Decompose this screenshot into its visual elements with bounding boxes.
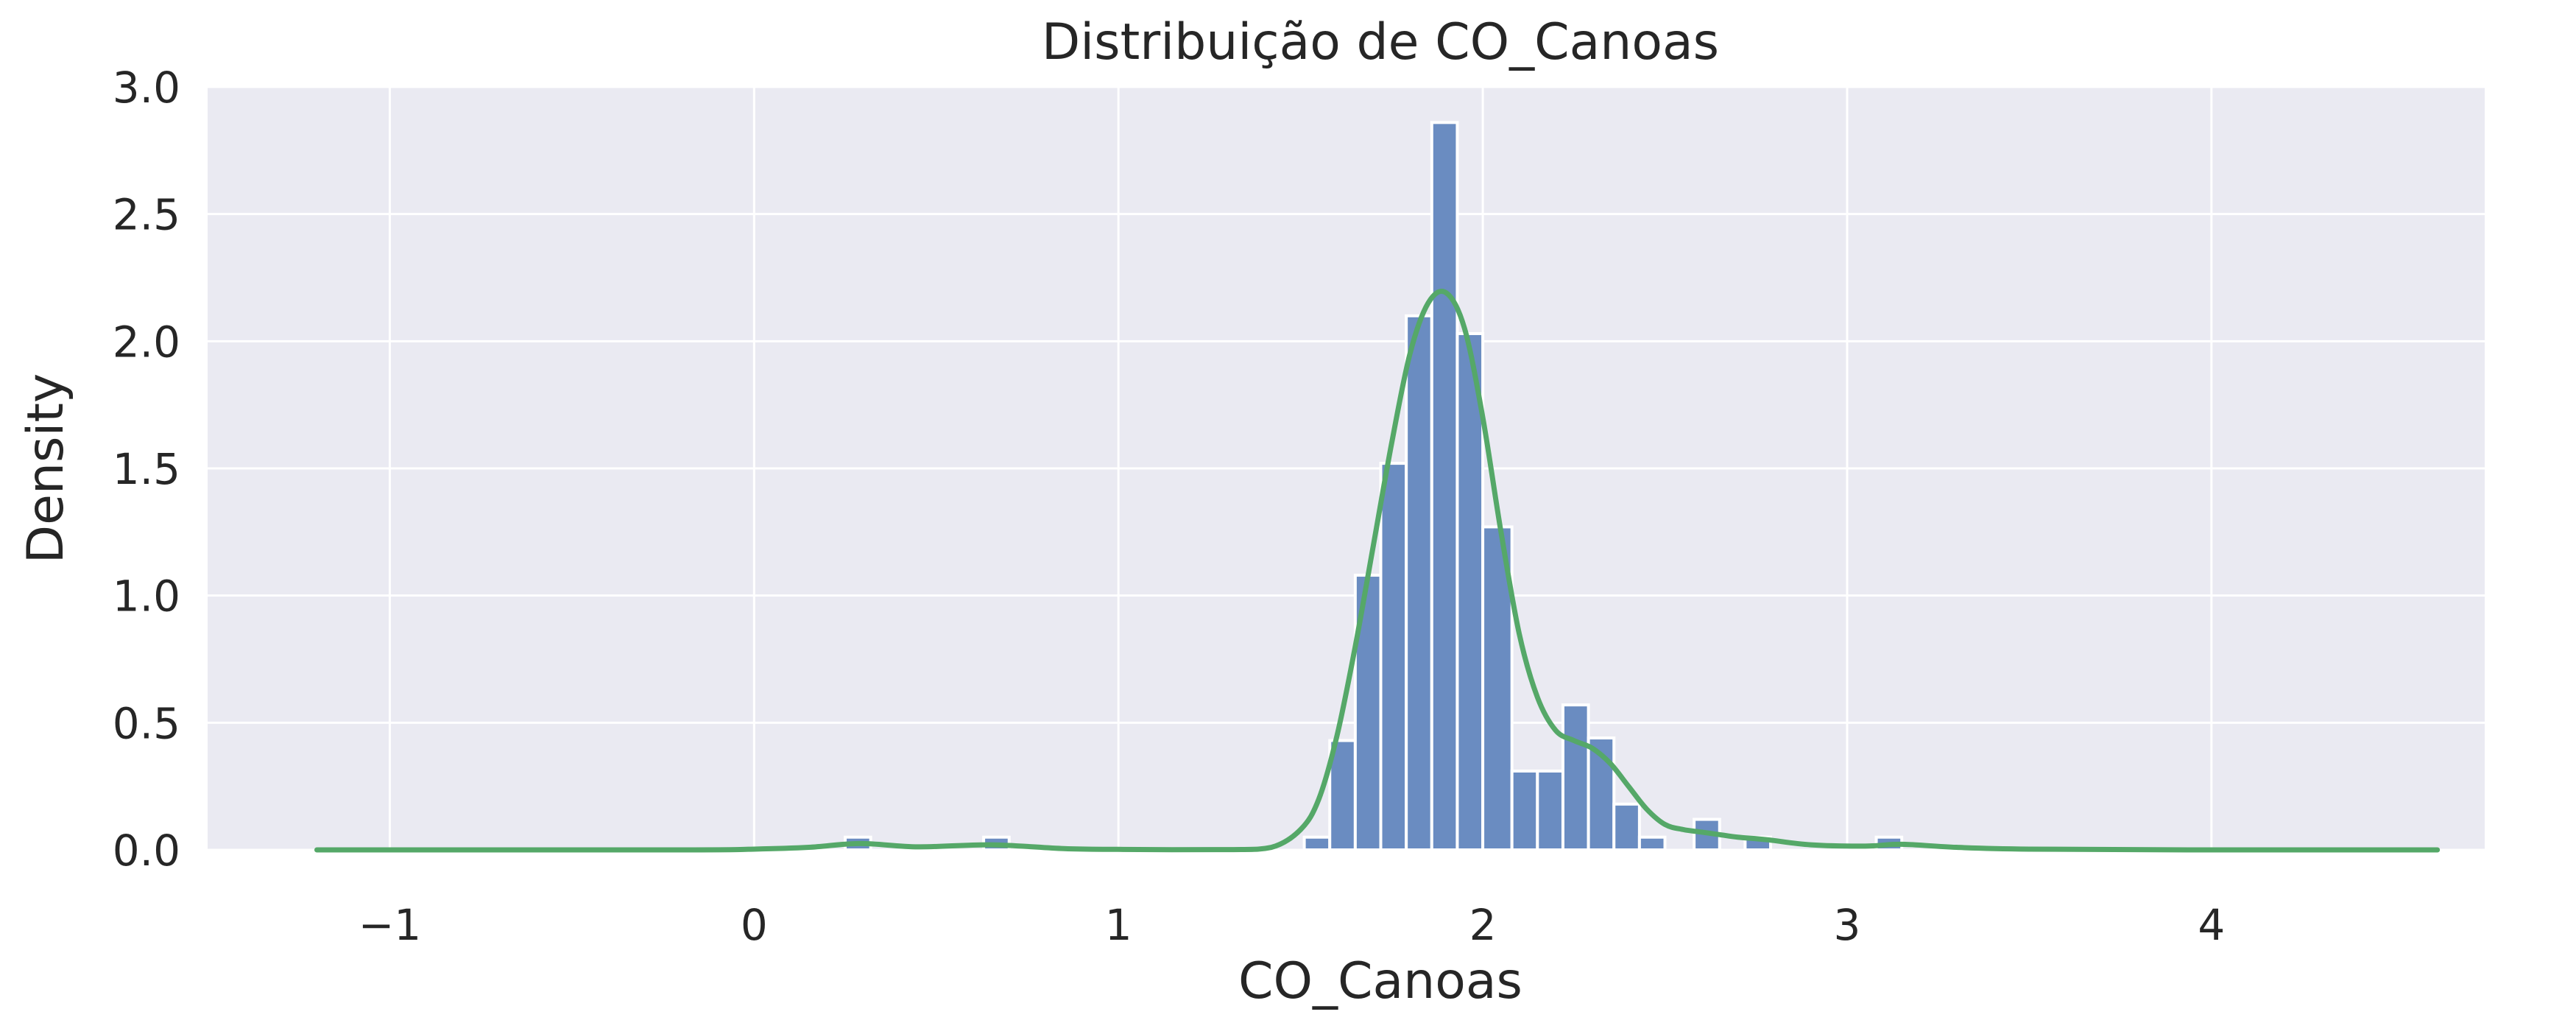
chart-title: Distribuição de CO_Canoas: [1042, 13, 1719, 71]
histogram-bar: [1510, 769, 1539, 851]
y-axis-label: Density: [17, 373, 75, 564]
x-tick-label: 2: [1469, 900, 1497, 950]
y-tick-label: 2.5: [113, 190, 180, 240]
y-axis-ticks: 0.0 0.5 1.0 1.5 2.0 2.5 3.0: [113, 63, 180, 876]
y-tick-label: 2.0: [113, 317, 180, 367]
x-tick-label: 0: [741, 900, 768, 950]
histogram-bar: [1430, 121, 1459, 851]
x-axis-label: CO_Canoas: [1238, 952, 1522, 1010]
y-tick-label: 1.0: [113, 571, 180, 622]
histogram-bars: [844, 121, 1904, 852]
x-tick-label: 3: [1834, 900, 1861, 950]
histogram-bar: [1302, 835, 1332, 851]
histogram-bar: [1561, 703, 1590, 851]
histogram-bar: [1405, 314, 1433, 851]
y-tick-label: 3.0: [113, 63, 180, 113]
kde-curve: [314, 289, 2441, 853]
y-tick-label: 1.5: [113, 444, 180, 494]
x-axis-ticks: −1 0 1 2 3 4: [359, 900, 2226, 950]
x-tick-label: 1: [1105, 900, 1132, 950]
x-tick-label: −1: [359, 900, 422, 950]
y-tick-label: 0.5: [113, 698, 180, 748]
histogram-bar: [1455, 331, 1485, 851]
histogram-bar: [1536, 769, 1564, 851]
y-tick-label: 0.0: [113, 826, 180, 876]
x-tick-label: 4: [2198, 900, 2225, 950]
histogram-bar: [1637, 835, 1667, 851]
histogram-bar: [1612, 802, 1641, 851]
histogram-bar: [1379, 462, 1408, 851]
